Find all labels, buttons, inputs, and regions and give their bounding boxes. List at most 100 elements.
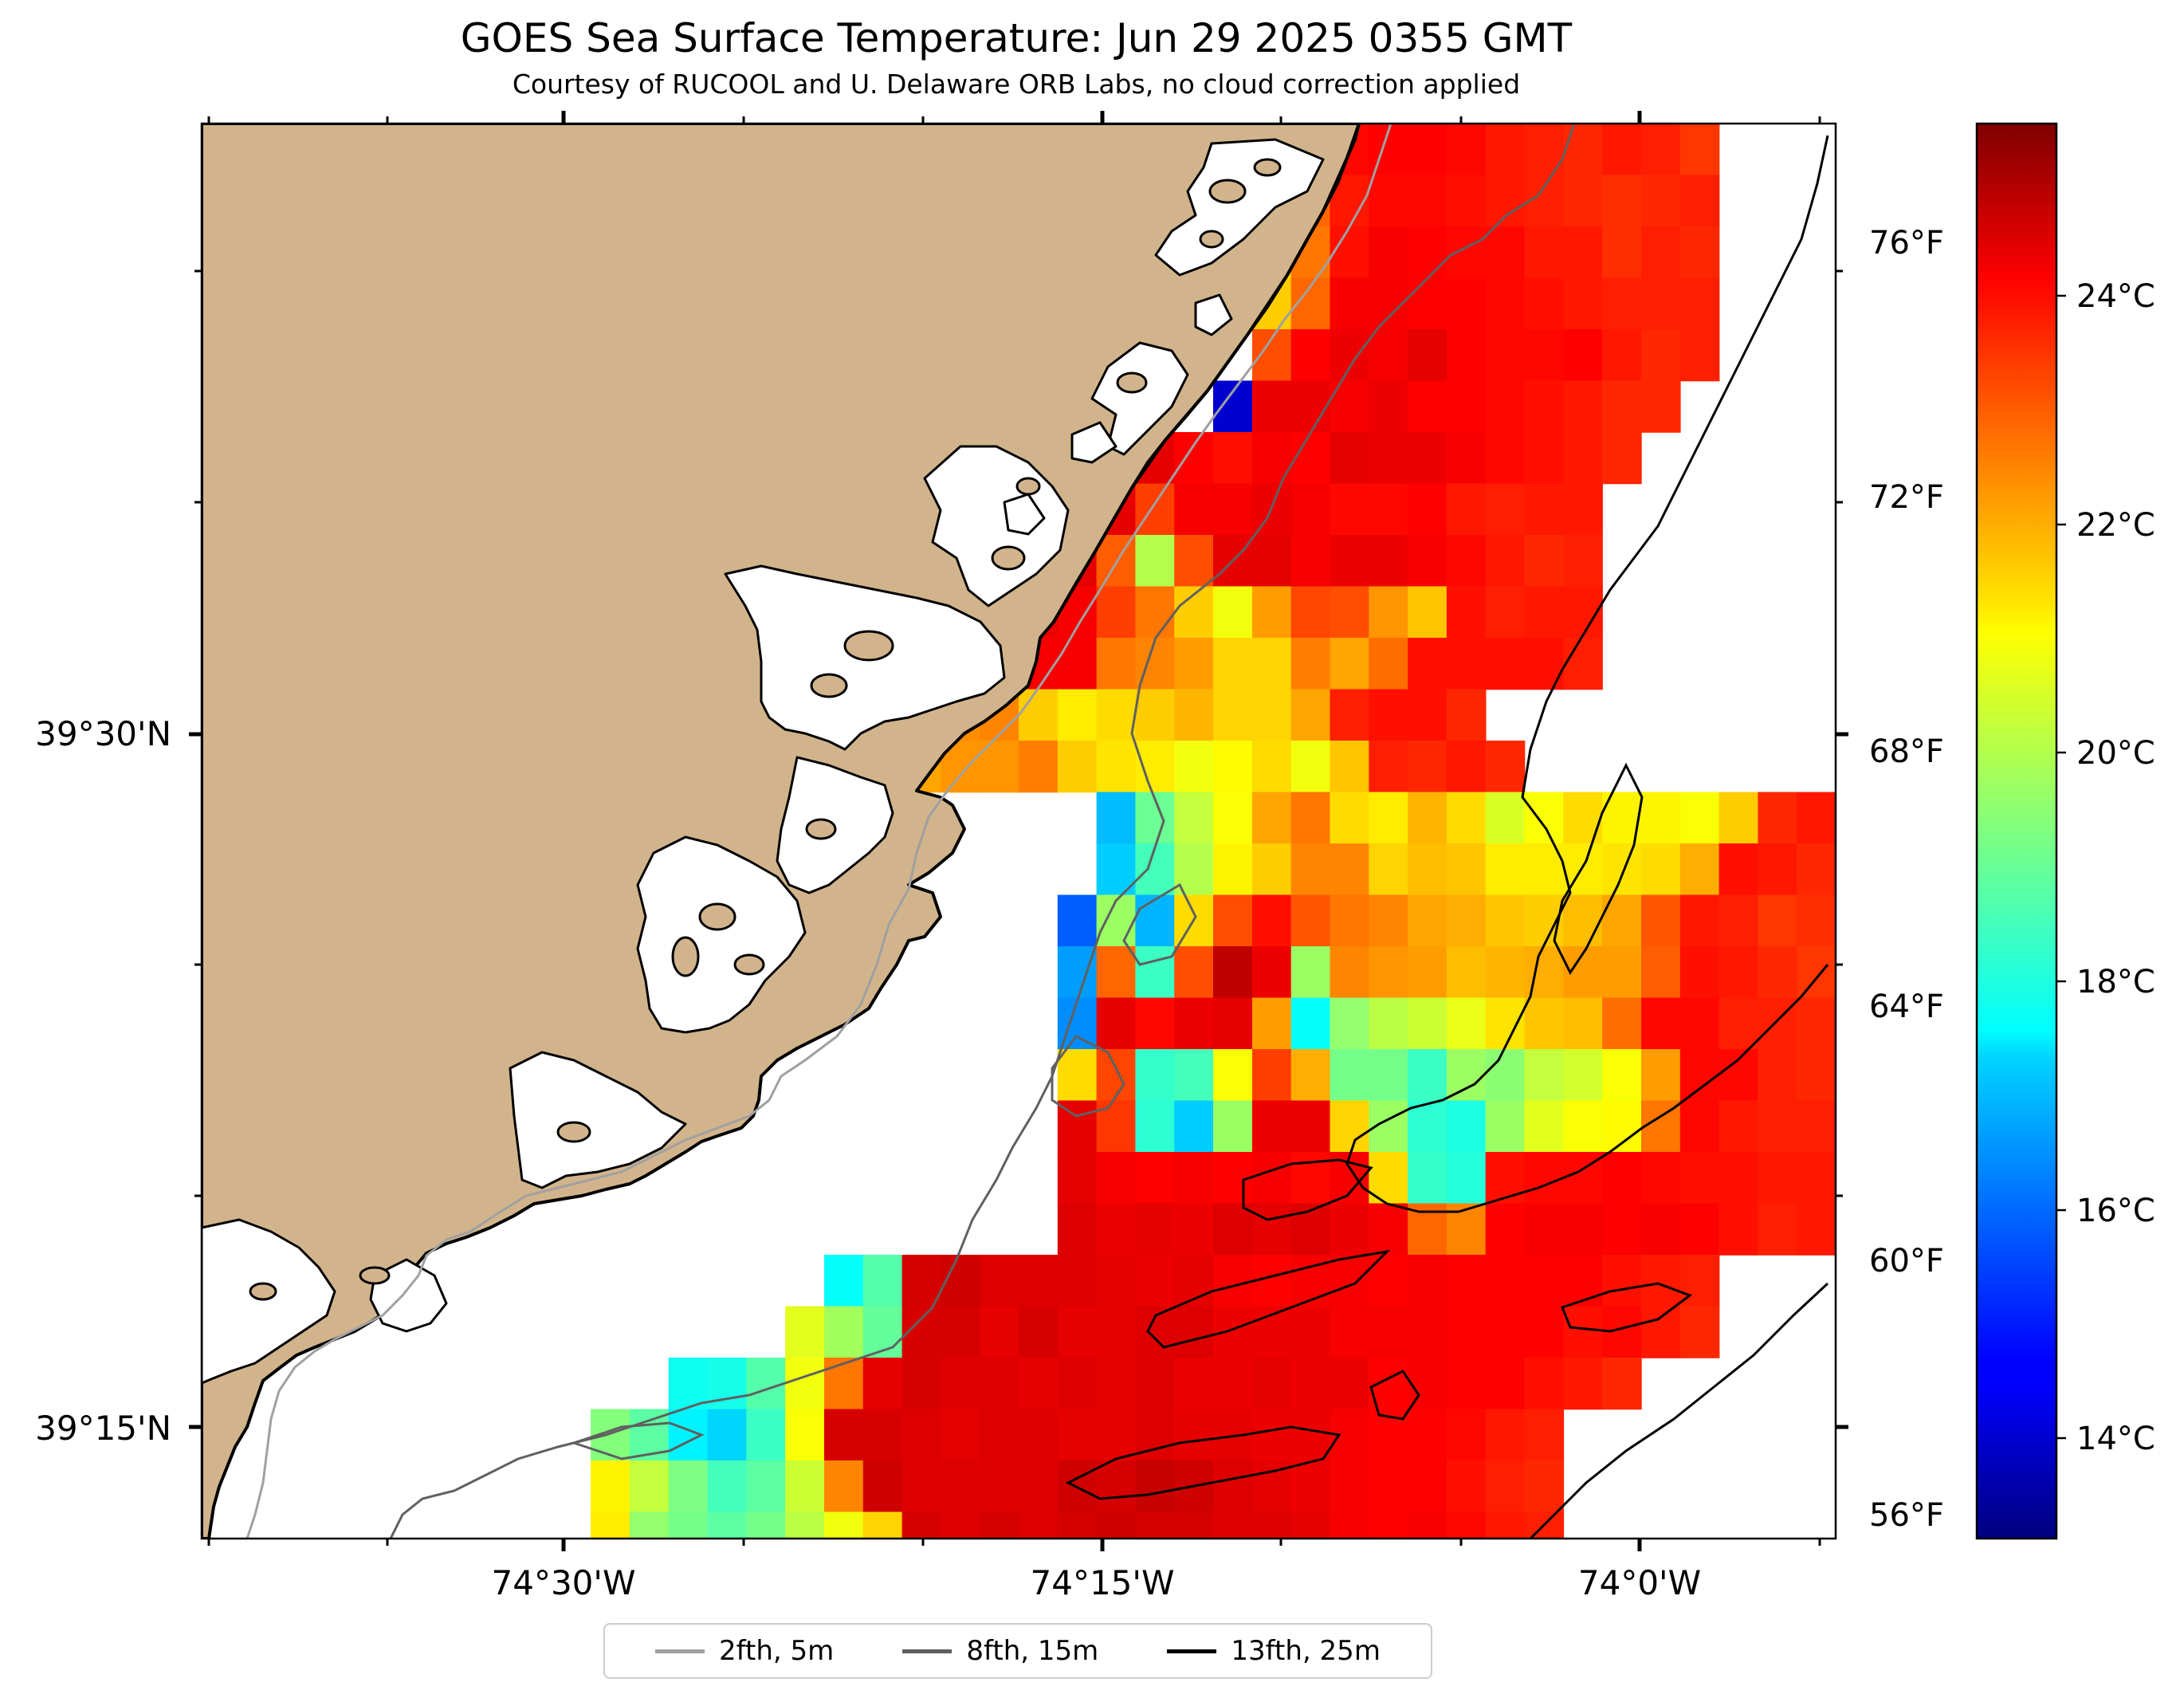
sst-cell [1446,175,1487,227]
sst-cell [1251,741,1292,793]
sst-cell [941,1306,980,1358]
isobath-13fth [1065,135,1829,1539]
sst-cell [1679,843,1720,896]
map-plot-area [202,124,1836,1615]
sst-cell [1251,586,1292,639]
sst-cell [1485,277,1526,330]
sst-cell [1213,997,1253,1050]
sst-cell [1174,638,1214,690]
sst-cell [1174,1563,1214,1615]
sst-cell [1758,1152,1797,1205]
sst-cell [1408,792,1447,844]
sst-cell [1719,1152,1759,1205]
sst-cell [1524,997,1565,1050]
sst-cell [1679,277,1720,330]
sst-cell [1563,483,1603,536]
sst-cell [1251,1511,1292,1539]
sst-cell [1251,1203,1292,1256]
sst-cell [707,1460,748,1513]
colorbar-label-18c: 18°C [2076,964,2155,1000]
sst-cell [1291,1563,1331,1615]
sst-cell [1641,175,1681,227]
sst-cell [1719,1100,1759,1153]
sst-cell [1369,638,1408,690]
sst-cell [1446,741,1487,793]
sst-cell [1563,792,1603,844]
sst-cell [1290,741,1331,793]
sst-cell [1524,1152,1565,1205]
sst-cell [1563,226,1603,279]
sst-cell [1524,483,1565,536]
y-tick-label-39-30n: 39°30'N [35,714,171,753]
sst-cell [1719,1049,1759,1102]
sst-cell [1174,1409,1214,1461]
sst-cell [1290,1203,1331,1256]
sst-cell [1213,792,1253,844]
sst-cell [1524,277,1565,330]
legend-line-8fth [902,1649,953,1653]
sst-cell [1679,1152,1720,1205]
sst-cell [1563,124,1603,176]
sst-cell [1174,1511,1214,1539]
sst-cell [1679,1203,1720,1256]
sst-cell [1447,1563,1487,1615]
sst-cell [1446,946,1487,999]
sst-cell [1251,1358,1292,1410]
sst-cell [1290,689,1331,741]
sst-cell [1251,689,1292,741]
sst-cell [1485,175,1526,227]
sst-cell [1213,432,1253,485]
sst-cell [1135,1100,1175,1153]
sst-cell [1369,226,1408,279]
marsh-islands [249,158,1282,1301]
sst-cell [1408,1152,1447,1205]
sst-cell [941,1255,980,1307]
sst-cell [824,1255,864,1307]
x-tick-label-74-0w: 74°0'W [1578,1563,1701,1602]
sst-cell [1797,792,1836,844]
sst-cell [1641,124,1681,176]
sst-cell [1251,894,1292,947]
sst-cell [1251,843,1292,896]
sst-cell [1602,1255,1642,1307]
sst-cell [1096,1460,1137,1513]
sst-cell [1524,586,1565,639]
sst-cell [1096,689,1137,741]
sst-cell [1641,226,1681,279]
sst-cell [1446,638,1487,690]
sst-cell [980,1460,1019,1513]
sst-cell [1019,1358,1059,1410]
sst-cell [1602,226,1642,279]
sst-cell [1797,997,1836,1050]
sst-cell [1602,997,1642,1050]
sst-cell [1602,1049,1642,1102]
sst-cell [1485,1409,1526,1461]
sst-cell [1096,1358,1137,1410]
sst-cell [1330,226,1370,279]
sst-cell [1408,226,1447,279]
sst-cell [1446,843,1487,896]
sst-cell [1524,1306,1565,1358]
sst-cell [1330,1358,1370,1410]
sst-cell [1758,894,1797,947]
sst-cell [1679,226,1720,279]
colorbar-label-14c: 14°C [2076,1421,2155,1457]
sst-cell [1485,226,1526,279]
sst-cell [1290,1049,1331,1102]
legend-label-13fth: 13fth, 25m [1231,1635,1381,1667]
sst-cell [1408,1511,1447,1539]
sst-cell [1369,843,1408,896]
sst-cell [1679,1306,1720,1358]
sst-cell [1758,792,1797,844]
sst-cell [1174,1152,1214,1205]
sst-cell [1096,638,1137,690]
legend-label-2fth: 2fth, 5m [719,1635,835,1667]
sst-cell [746,1511,786,1539]
sst-cell [941,1511,980,1539]
sst-cell [1641,894,1681,947]
sst-cell [1719,1203,1759,1256]
sst-cell [1524,1049,1565,1102]
sst-cell [1251,1049,1292,1102]
sst-cell [1408,894,1447,947]
sst-cell [1251,1100,1292,1153]
